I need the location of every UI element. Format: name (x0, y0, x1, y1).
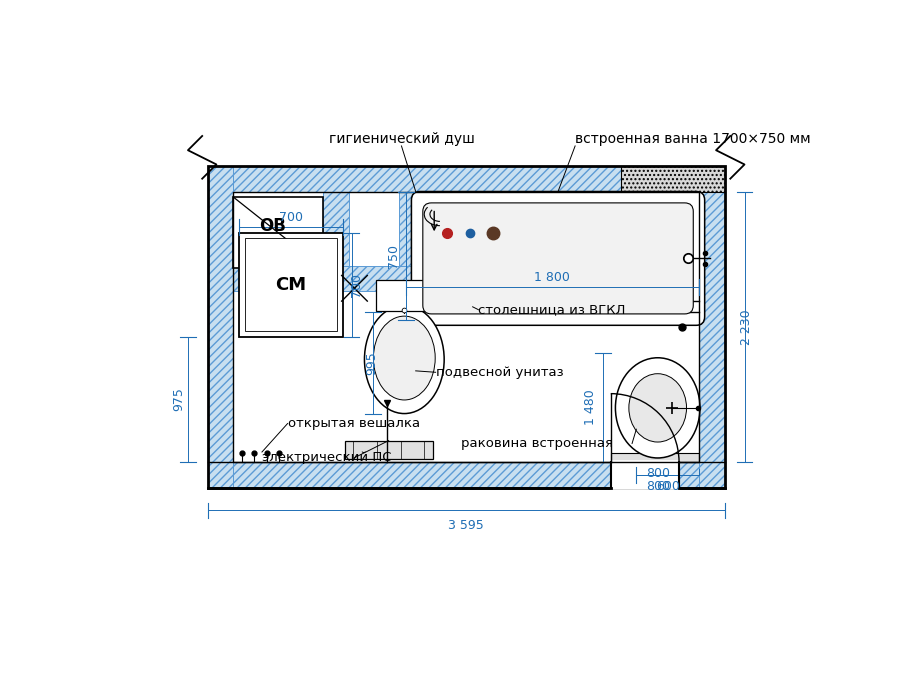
Text: 2 230: 2 230 (740, 309, 753, 344)
FancyBboxPatch shape (411, 191, 705, 325)
Text: электрический ПС: электрический ПС (262, 451, 392, 464)
Text: подвесной унитаз: подвесной унитаз (436, 366, 563, 379)
Text: 1 480: 1 480 (584, 390, 598, 426)
Bar (399, 191, 424, 291)
Text: СМ: СМ (275, 276, 307, 294)
Bar (239, 233, 343, 337)
Ellipse shape (374, 316, 436, 400)
Bar (376, 280, 433, 311)
Text: ОВ: ОВ (259, 217, 286, 235)
Text: 600: 600 (656, 481, 680, 494)
Bar (208, 166, 724, 487)
Text: раковина встроенная: раковина встроенная (461, 437, 613, 450)
Bar (233, 197, 323, 268)
Bar (233, 191, 699, 462)
Bar (208, 166, 724, 191)
Text: 700: 700 (350, 273, 363, 297)
Bar (208, 166, 233, 487)
Bar (424, 197, 509, 268)
Bar (611, 454, 699, 462)
Text: 995: 995 (365, 351, 379, 375)
Text: встроенная ванна 1700×750 мм: встроенная ванна 1700×750 мм (575, 132, 811, 146)
Bar (611, 460, 679, 489)
Text: столешница из ВГКЛ: столешница из ВГКЛ (478, 303, 626, 316)
Text: гигиенический душ: гигиенический душ (328, 132, 474, 146)
Text: 700: 700 (279, 212, 303, 224)
Text: 975: 975 (172, 387, 185, 412)
Bar (208, 462, 724, 487)
Bar (323, 191, 349, 291)
Text: 800: 800 (645, 481, 670, 494)
Bar (345, 441, 433, 459)
Bar (621, 166, 725, 191)
Ellipse shape (629, 374, 687, 442)
Text: открытая вешалка: открытая вешалка (288, 417, 419, 430)
Bar (245, 239, 338, 331)
Bar (233, 266, 424, 291)
Ellipse shape (364, 305, 445, 414)
Text: 1 800: 1 800 (535, 271, 571, 284)
Ellipse shape (616, 358, 700, 458)
FancyBboxPatch shape (423, 203, 693, 314)
Text: 3 595: 3 595 (448, 519, 484, 532)
Bar (699, 166, 725, 487)
Text: 800: 800 (645, 467, 670, 481)
Text: 750: 750 (387, 243, 400, 268)
